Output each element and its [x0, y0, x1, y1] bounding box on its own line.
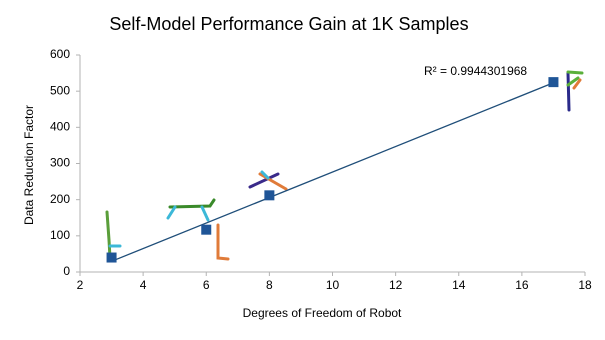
- robot-icon: [248, 172, 280, 189]
- point: [264, 190, 275, 201]
- robot-icon: [105, 210, 112, 260]
- y-tick-label: 0: [63, 264, 70, 278]
- y-axis-label: Data Reduction Factor: [22, 105, 36, 225]
- x-tick-label: 8: [266, 278, 273, 292]
- x-tick-label: 4: [140, 278, 147, 292]
- chart-title: Self-Model Performance Gain at 1K Sample…: [109, 14, 468, 34]
- annotation: R² = 0.9944301968: [424, 64, 527, 78]
- trend-line: [111, 82, 554, 262]
- point: [548, 77, 559, 88]
- y-tick-label: 400: [50, 120, 70, 134]
- y-tick-label: 200: [50, 192, 70, 206]
- y-tick-label: 500: [50, 83, 70, 97]
- robot-icon: [260, 170, 270, 180]
- y-tick-label: 300: [50, 156, 70, 170]
- robot-icon: [572, 78, 582, 90]
- x-tick-label: 16: [515, 278, 529, 292]
- x-tick-label: 12: [389, 278, 403, 292]
- x-tick-label: 6: [203, 278, 210, 292]
- x-tick-label: 2: [77, 278, 84, 292]
- robot-icon: [166, 205, 210, 222]
- x-tick-label: 18: [578, 278, 592, 292]
- robot-icon: [168, 198, 216, 209]
- y-tick-label: 100: [50, 228, 70, 242]
- point: [106, 252, 117, 263]
- robot-icons: [105, 70, 584, 261]
- point: [201, 224, 212, 235]
- robot-icon: [216, 223, 230, 261]
- x-axis-label: Degrees of Freedom of Robot: [243, 306, 402, 320]
- y-tick-label: 600: [50, 47, 70, 61]
- x-tick-label: 10: [326, 278, 340, 292]
- robot-icon: [258, 172, 288, 191]
- x-tick-label: 14: [452, 278, 466, 292]
- robot-icon: [566, 70, 584, 87]
- robot-icon: [566, 71, 571, 112]
